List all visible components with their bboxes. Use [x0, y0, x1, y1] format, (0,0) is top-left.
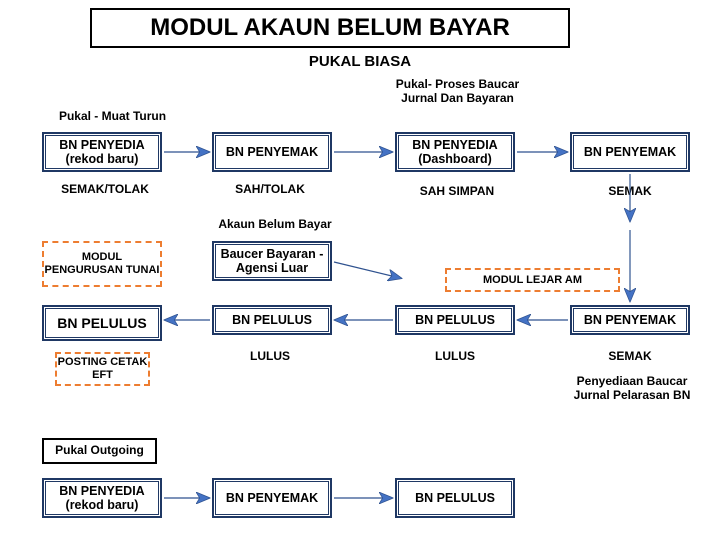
label-sah-simpan: SAH SIMPAN	[412, 185, 502, 199]
label-pukal-muat-turun: Pukal - Muat Turun	[45, 110, 180, 124]
box-penyemak-1: BN PENYEMAK	[212, 132, 332, 172]
box-penyemak-4: BN PENYEMAK	[212, 478, 332, 518]
label-akaun-belum-bayar: Akaun Belum Bayar	[210, 218, 340, 232]
box-pelulus-4: BN PELULUS	[395, 478, 515, 518]
subtitle: PUKAL BIASA	[280, 52, 440, 72]
label-semak-1: SEMAK	[605, 185, 655, 199]
subtitle-text: PUKAL BIASA	[309, 53, 411, 70]
label-pukal-proses: Pukal- Proses Baucar Jurnal Dan Bayaran	[380, 78, 535, 106]
box-penyemak-2: BN PENYEMAK	[570, 132, 690, 172]
label-lulus-2: LULUS	[430, 350, 480, 364]
box-penyedia-baru-1: BN PENYEDIA (rekod baru)	[42, 132, 162, 172]
box-penyedia-baru-2: BN PENYEDIA (rekod baru)	[42, 478, 162, 518]
box-baucer-bayaran: Baucer Bayaran - Agensi Luar	[212, 241, 332, 281]
label-penyediaan-baucar: Penyediaan Baucar Jurnal Pelarasan BN	[562, 375, 702, 403]
box-pukal-outgoing: Pukal Outgoing	[42, 438, 157, 464]
box-penyemak-3: BN PENYEMAK	[570, 305, 690, 335]
title-text: MODUL AKAUN BELUM BAYAR	[150, 14, 510, 42]
box-pelulus-3: BN PELULUS	[395, 305, 515, 335]
label-semak-2: SEMAK	[605, 350, 655, 364]
label-sah-tolak: SAH/TOLAK	[230, 183, 310, 197]
label-lulus-1: LULUS	[245, 350, 295, 364]
box-modul-tunai: MODUL PENGURUSAN TUNAI	[42, 241, 162, 287]
box-penyedia-dashboard: BN PENYEDIA (Dashboard)	[395, 132, 515, 172]
box-posting-eft: POSTING CETAK EFT	[55, 352, 150, 386]
box-pelulus-2: BN PELULUS	[212, 305, 332, 335]
label-semak-tolak: SEMAK/TOLAK	[60, 183, 150, 197]
main-title: MODUL AKAUN BELUM BAYAR	[90, 8, 570, 48]
box-modul-lejar: MODUL LEJAR AM	[445, 268, 620, 292]
box-pelulus-1: BN PELULUS	[42, 305, 162, 341]
